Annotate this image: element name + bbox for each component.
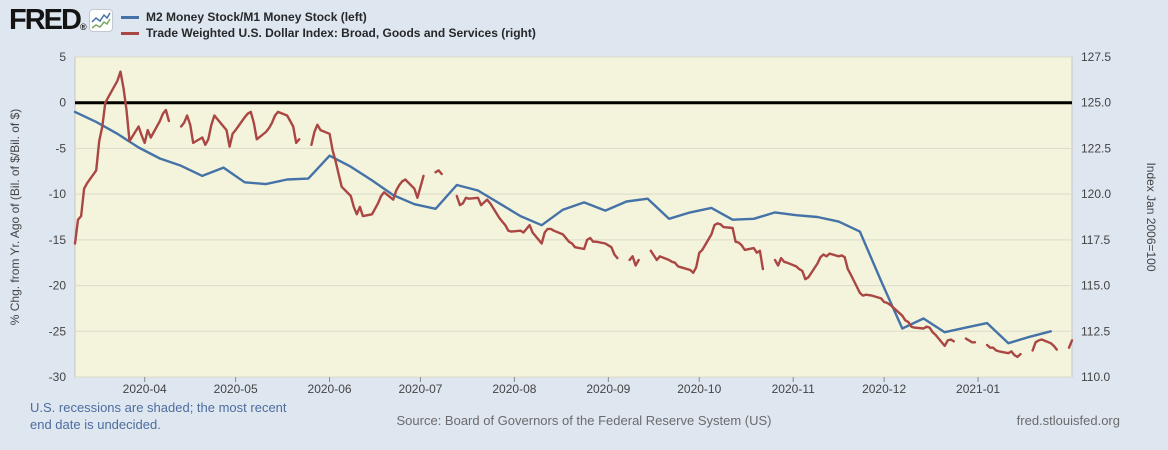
series-line-m2m1: [73, 110, 1052, 345]
left-axis-tick-label: -15: [49, 233, 67, 247]
x-tick-label: 2020-04: [123, 382, 167, 396]
right-axis-tick-label: 117.5: [1081, 233, 1110, 247]
x-tick-label: 2020-09: [586, 382, 630, 396]
x-tick-label: 2020-10: [677, 382, 721, 396]
x-tick-label: 2020-06: [308, 382, 352, 396]
fred-logo: FRED®: [9, 4, 87, 37]
right-axis-tick-label: 125.0: [1081, 96, 1111, 110]
right-axis-tick-label: 115.0: [1081, 279, 1110, 293]
right-axis-tick-label: 127.5: [1081, 50, 1111, 64]
right-axis-tick-label: 120.0: [1081, 187, 1111, 201]
left-axis-tick-label: 0: [59, 96, 66, 110]
left-axis-tick-label: 5: [59, 50, 66, 64]
x-tick-label: 2020-07: [398, 382, 442, 396]
left-axis-tick-label: -30: [49, 370, 67, 384]
registered-trademark: ®: [79, 22, 87, 32]
right-axis-tick-label: 110.0: [1081, 370, 1110, 384]
legend-swatch-dollar-index: [121, 31, 139, 35]
x-tick-label: 2020-12: [862, 382, 906, 396]
x-tick-label: 2020-11: [772, 382, 815, 396]
sparkline-chart-icon: [89, 9, 113, 32]
legend-label-m2m1: M2 Money Stock/M1 Money Stock (left): [146, 10, 367, 24]
series-line-dollar-index: [73, 70, 1074, 359]
legend-label-dollar-index: Trade Weighted U.S. Dollar Index: Broad,…: [146, 26, 536, 40]
left-axis-tick-label: -25: [49, 324, 67, 338]
recession-note: U.S. recessions are shaded; the most rec…: [30, 399, 287, 433]
left-axis-title: % Chg. from Yr. Ago of (Bil. of $/Bil. o…: [8, 109, 22, 326]
legend-row-m2m1: M2 Money Stock/M1 Money Stock (left): [121, 9, 536, 25]
right-axis-title: Index Jan 2006=100: [1144, 162, 1158, 271]
legend: M2 Money Stock/M1 Money Stock (left) Tra…: [121, 9, 536, 41]
legend-swatch-m2m1: [121, 15, 139, 19]
fred-site-link: fred.stlouisfed.org: [1016, 413, 1120, 428]
legend-row-dollar-index: Trade Weighted U.S. Dollar Index: Broad,…: [121, 25, 536, 41]
x-tick-label: 2021-01: [956, 382, 1000, 396]
x-tick-label: 2020-08: [492, 382, 536, 396]
fred-logo-text: FRED: [9, 4, 82, 36]
left-axis-tick-label: -5: [55, 141, 66, 155]
source-attribution: Source: Board of Governors of the Federa…: [396, 413, 772, 428]
x-tick-label: 2020-05: [214, 382, 258, 396]
recession-note-line2: end date is undecided.: [30, 417, 161, 432]
right-axis-tick-label: 122.5: [1081, 141, 1111, 155]
left-axis-tick-label: -20: [49, 279, 67, 293]
recession-note-line1: U.S. recessions are shaded; the most rec…: [30, 400, 287, 415]
right-axis-tick-label: 112.5: [1081, 324, 1110, 338]
left-axis-tick-label: -10: [49, 187, 67, 201]
plot-background: [74, 56, 1073, 378]
